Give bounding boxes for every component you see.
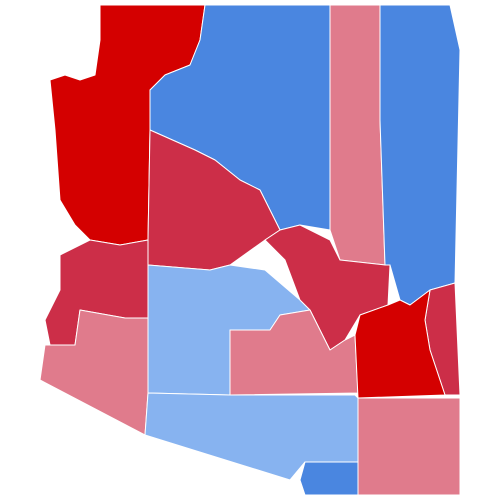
region: [329, 4, 386, 266]
region: [229, 309, 359, 396]
region: [357, 397, 461, 496]
region: [379, 4, 461, 306]
region: [354, 289, 446, 399]
region: [299, 461, 359, 496]
